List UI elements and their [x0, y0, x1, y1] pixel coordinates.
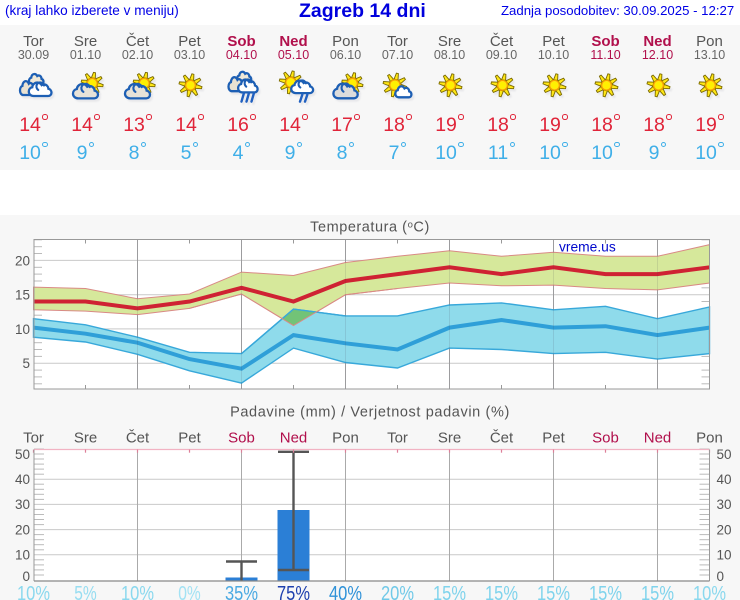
svg-text:15%: 15%	[433, 583, 466, 600]
svg-text:10%: 10%	[693, 583, 726, 600]
svg-text:Sob: Sob	[228, 430, 255, 447]
svg-text:30: 30	[15, 497, 30, 512]
svg-text:Čet: Čet	[490, 430, 514, 447]
svg-text:Tor: Tor	[387, 430, 408, 447]
svg-text:0: 0	[717, 569, 725, 584]
svg-text:Padavine (mm) / Verjetnost pad: Padavine (mm) / Verjetnost padavin (%)	[230, 405, 510, 421]
svg-text:20: 20	[15, 253, 30, 268]
svg-text:10%: 10%	[17, 583, 50, 600]
svg-text:50: 50	[717, 447, 732, 462]
svg-text:Sre: Sre	[74, 430, 97, 447]
svg-text:0: 0	[22, 569, 30, 584]
svg-text:10: 10	[15, 322, 30, 337]
svg-text:15%: 15%	[641, 583, 674, 600]
svg-text:0%: 0%	[178, 583, 201, 600]
svg-text:15%: 15%	[537, 583, 570, 600]
svg-text:5%: 5%	[74, 583, 97, 600]
svg-text:35%: 35%	[225, 583, 258, 600]
svg-text:10%: 10%	[121, 583, 154, 600]
svg-text:Pon: Pon	[332, 430, 359, 447]
svg-text:Pon: Pon	[696, 430, 723, 447]
svg-text:Pet: Pet	[178, 430, 201, 447]
svg-text:50: 50	[15, 447, 30, 462]
svg-text:Ned: Ned	[644, 430, 672, 447]
svg-text:40: 40	[717, 472, 732, 487]
svg-text:20: 20	[717, 522, 732, 537]
svg-text:Sre: Sre	[438, 430, 461, 447]
svg-text:10: 10	[717, 548, 732, 563]
svg-text:Čet: Čet	[126, 430, 150, 447]
svg-text:40%: 40%	[329, 583, 362, 600]
svg-text:Sob: Sob	[592, 430, 619, 447]
svg-text:10: 10	[15, 548, 30, 563]
svg-text:Tor: Tor	[23, 430, 44, 447]
svg-text:Ned: Ned	[280, 430, 308, 447]
svg-text:15: 15	[15, 288, 30, 303]
svg-text:30: 30	[717, 497, 732, 512]
svg-text:5: 5	[22, 356, 30, 371]
svg-text:vreme.us: vreme.us	[559, 240, 616, 255]
svg-text:75%: 75%	[277, 583, 310, 600]
svg-text:15%: 15%	[485, 583, 518, 600]
svg-text:20%: 20%	[381, 583, 414, 600]
svg-text:40: 40	[15, 472, 30, 487]
svg-text:20: 20	[15, 522, 30, 537]
svg-text:Temperatura (oC): Temperatura (oC)	[310, 220, 430, 236]
svg-text:15%: 15%	[589, 583, 622, 600]
svg-text:Pet: Pet	[542, 430, 565, 447]
